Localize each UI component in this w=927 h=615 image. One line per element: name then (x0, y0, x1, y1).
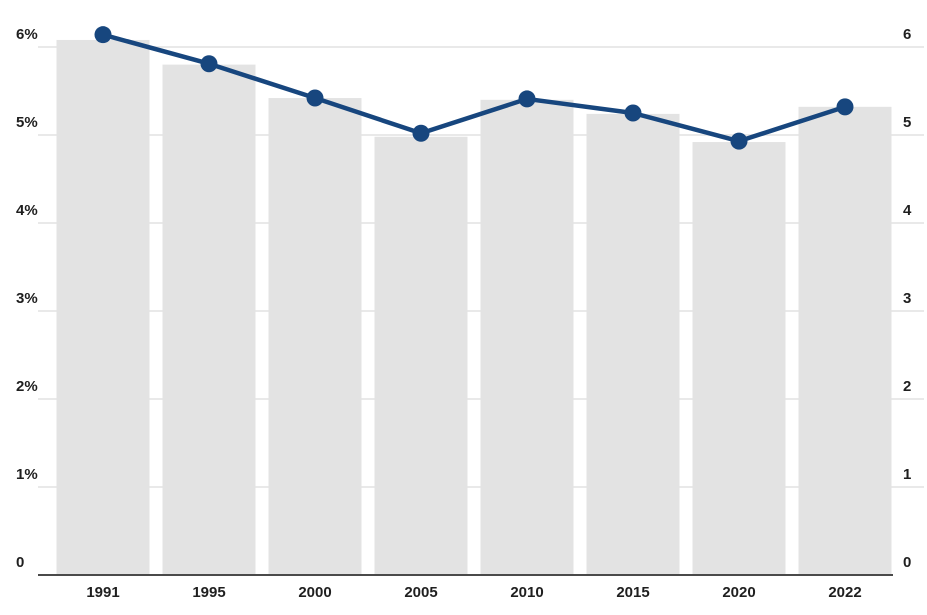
left-axis-tick-label: 4% (16, 202, 38, 219)
right-axis-tick-label: 1 (903, 466, 911, 483)
data-point-marker (306, 89, 324, 107)
data-point-marker (836, 98, 854, 116)
data-point-marker (412, 124, 430, 142)
data-point-marker (94, 26, 112, 44)
x-axis-tick-label: 1995 (192, 584, 225, 601)
bar (798, 106, 892, 574)
x-axis-tick-label: 2000 (298, 584, 331, 601)
right-axis-tick-label: 2 (903, 378, 911, 395)
right-axis-tick-label: 4 (903, 202, 912, 219)
right-axis-tick-label: 6 (903, 26, 911, 43)
left-axis-tick-label: 3% (16, 290, 38, 307)
x-axis-tick-label: 2022 (828, 584, 861, 601)
left-axis-tick-label: 1% (16, 466, 38, 483)
bar (480, 99, 574, 575)
bar (692, 142, 786, 575)
left-axis-tick-label: 2% (16, 378, 38, 395)
data-point-marker (200, 55, 218, 73)
bar (586, 113, 680, 574)
bar (56, 39, 150, 574)
data-point-marker (518, 90, 536, 108)
x-axis-tick-label: 2005 (404, 584, 437, 601)
bar (268, 98, 362, 574)
trend-line (100, 32, 848, 144)
right-axis-tick-label: 5 (903, 114, 911, 131)
right-axis-tick-label: 3 (903, 290, 911, 307)
data-point-marker (624, 104, 642, 122)
bar (374, 136, 468, 574)
bar (162, 64, 256, 574)
left-axis-tick-label: 0 (16, 554, 24, 571)
x-axis-tick-label: 2020 (722, 584, 755, 601)
data-point-marker (730, 132, 748, 150)
x-axis-tick-label: 1991 (86, 584, 119, 601)
left-axis-tick-label: 6% (16, 26, 38, 43)
right-axis-tick-label: 0 (903, 554, 911, 571)
x-axis-tick-label: 2010 (510, 584, 543, 601)
left-axis-tick-label: 5% (16, 114, 38, 131)
x-axis-tick-label: 2015 (616, 584, 649, 601)
